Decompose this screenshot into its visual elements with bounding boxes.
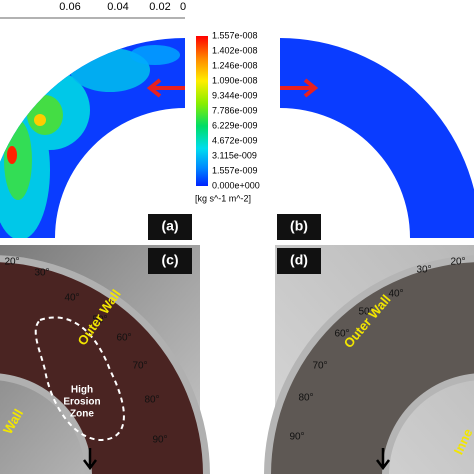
- axis-tick: 0.02: [149, 1, 170, 13]
- axis-tick: 0.04: [107, 1, 128, 13]
- colorbar-label: 0.000e+000: [212, 180, 260, 190]
- panel-label: (b): [290, 218, 308, 234]
- colorbar-unit: [kg s^-1 m^-2]: [195, 193, 251, 203]
- angle-label: 20°: [4, 257, 19, 268]
- colorbar-label: 9.344e-009: [212, 90, 258, 100]
- colorbar-label: 1.246e-008: [212, 60, 258, 70]
- label-box: [277, 214, 321, 240]
- angle-label: 70°: [312, 361, 327, 372]
- angle-label: 30°: [34, 268, 49, 279]
- flow-arrow: [146, 78, 185, 98]
- panel-label: (c): [161, 252, 178, 268]
- angle-label: 60°: [116, 333, 131, 344]
- colorbar-labels: 1.557e-008 1.402e-008 1.246e-008 1.090e-008…: [212, 30, 260, 190]
- angle-label: 50°: [92, 315, 107, 326]
- flow-arrow: [83, 448, 97, 471]
- colorbar-label: 1.090e-008: [212, 75, 258, 85]
- pipe-interior: [0, 262, 203, 474]
- angle-label: 80°: [144, 395, 159, 406]
- colorbar-label: 1.402e-008: [212, 45, 258, 55]
- axis-tick: 0: [180, 1, 186, 13]
- angle-label: 30°: [416, 265, 431, 276]
- zone-label: Erosion: [63, 397, 100, 408]
- panel-label: (a): [161, 218, 178, 234]
- angle-label: 40°: [64, 293, 79, 304]
- zone-label: Zone: [70, 409, 94, 420]
- label-box: [148, 214, 192, 240]
- pipe-interior: [271, 262, 474, 474]
- angle-label: 90°: [289, 432, 304, 443]
- panel-label: (d): [290, 252, 308, 268]
- colorbar-label: 7.786e-009: [212, 105, 258, 115]
- angle-label: 20°: [450, 257, 465, 268]
- flow-arrow: [280, 78, 319, 98]
- colorbar-label: 1.557e-009: [212, 165, 258, 175]
- zone-label: High: [71, 385, 93, 396]
- angle-label: 50°: [358, 307, 373, 318]
- colorbar-label: 4.672e-009: [212, 135, 258, 145]
- angle-label: 40°: [388, 289, 403, 300]
- angle-label: 80°: [298, 393, 313, 404]
- colorbar-label: 1.557e-008: [212, 30, 258, 40]
- colorbar: [196, 36, 208, 186]
- label-box: [277, 248, 321, 274]
- colorbar-label: 6.229e-009: [212, 120, 258, 130]
- angle-label: 70°: [132, 361, 147, 372]
- axis-tick: 0.06: [59, 1, 80, 13]
- flow-arrow: [376, 448, 390, 471]
- contour-b: [280, 38, 474, 238]
- colorbar-label: 3.115e-009: [212, 150, 257, 160]
- label-box: [148, 248, 192, 274]
- contour-a: [0, 38, 185, 238]
- angle-label: 90°: [152, 435, 167, 446]
- erosion-outline: [34, 316, 125, 442]
- angle-label: 60°: [334, 329, 349, 340]
